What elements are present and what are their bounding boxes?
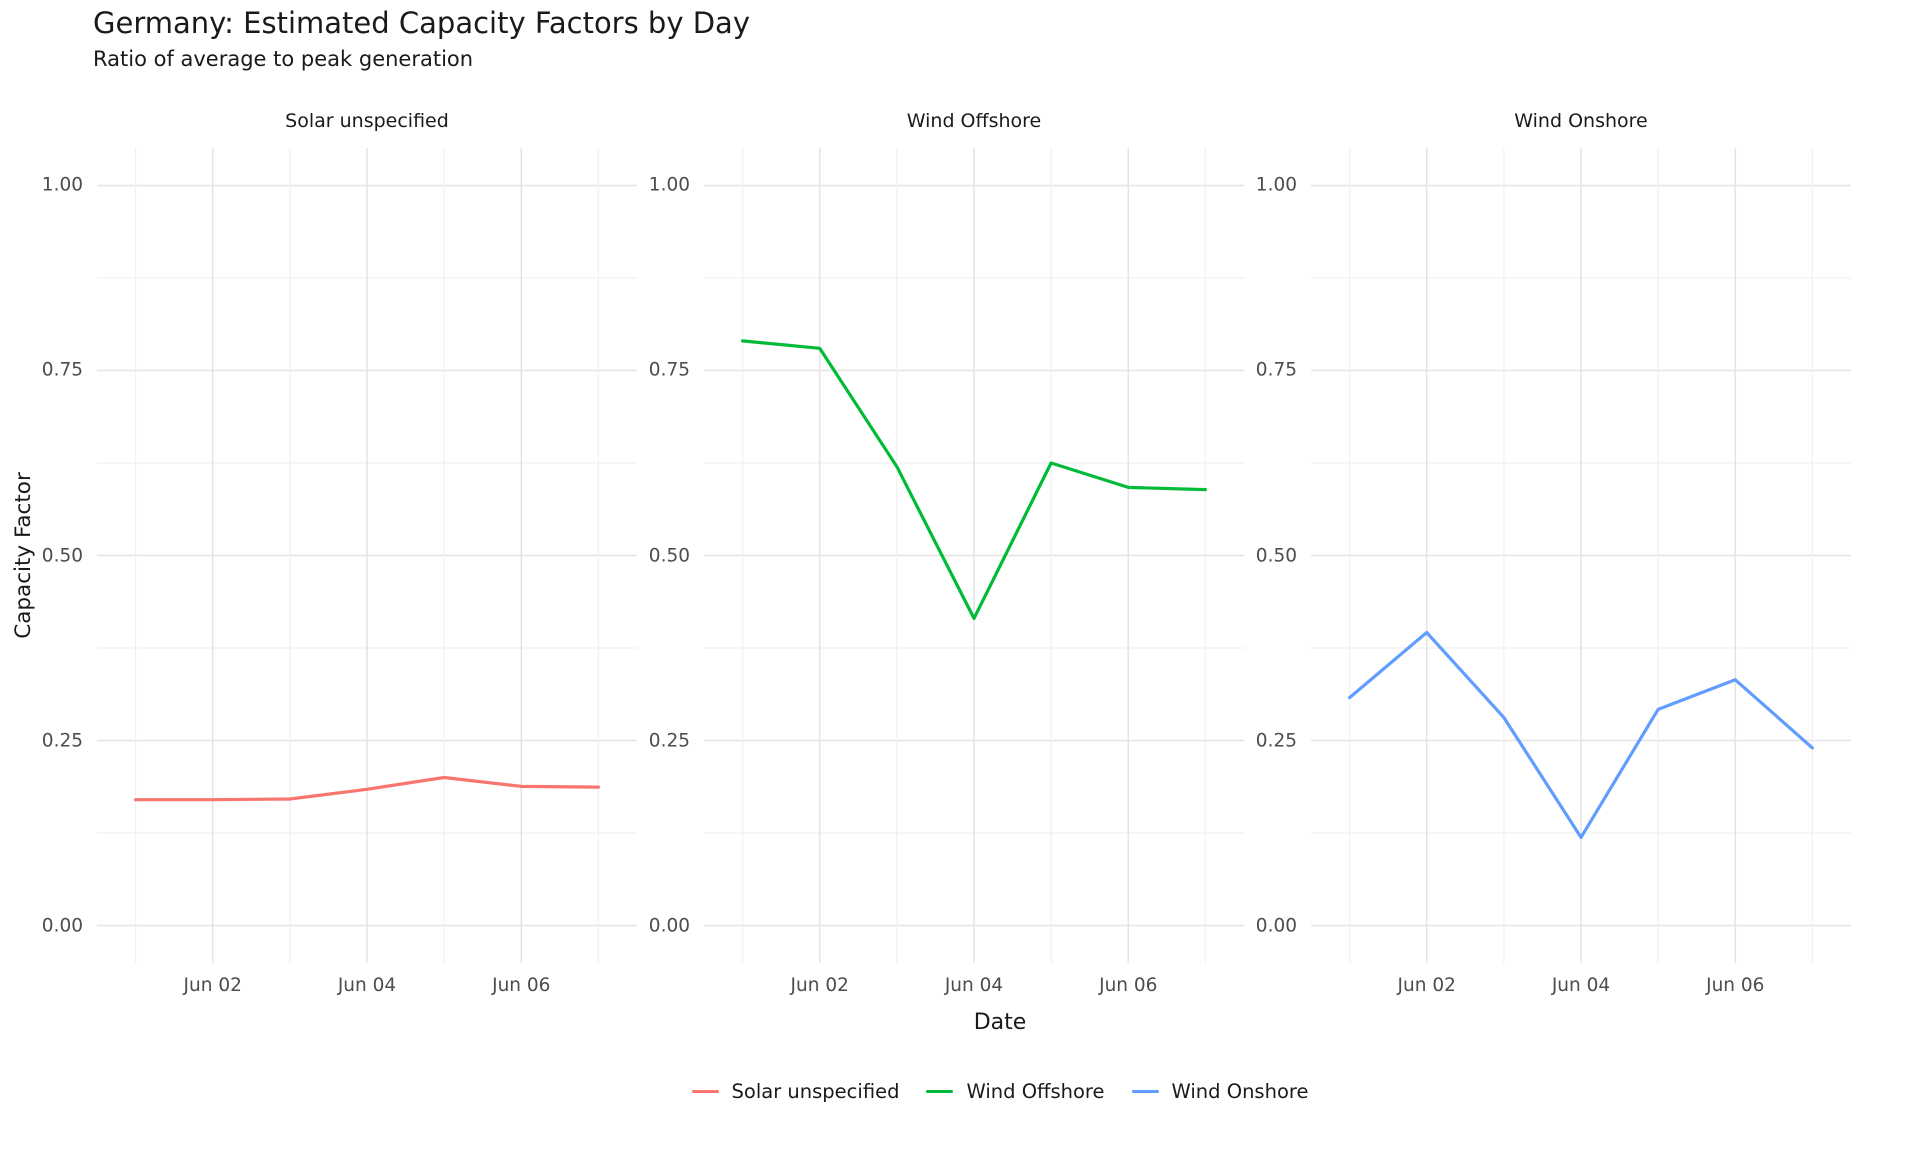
x-tick-label: Jun 06: [492, 975, 551, 996]
facet-panel-group: Wind Onshore 1.00 0.75 0.50 0.25 0.00 Jun 02 Ju…: [1244, 105, 1851, 1011]
data-line-wind-offshore: [740, 339, 1207, 620]
chart-subtitle: Ratio of average to peak generation: [93, 47, 474, 71]
x-tick-label: Jun 06: [1099, 975, 1158, 996]
x-tick-label: Jun 04: [944, 975, 1004, 996]
y-tick-label: 0.75: [41, 359, 83, 381]
x-tick-label: Jun 02: [1397, 975, 1456, 996]
data-line-wind-onshore: [1347, 630, 1814, 840]
y-tick-label: 0.00: [648, 915, 690, 936]
legend-line-swatch: [1131, 1089, 1159, 1094]
legend-line-swatch: [691, 1089, 719, 1094]
y-tick-label: 1.00: [1255, 174, 1297, 196]
x-axis-labels: Jun 02 Jun 04 Jun 06: [704, 963, 1244, 1011]
y-tick-label: 0.00: [41, 915, 83, 936]
facet-panel-group: Wind Offshore 1.00 0.75 0.50 0.25 0.00 Jun 02 J…: [637, 105, 1244, 1011]
y-tick-label: 0.75: [648, 359, 690, 381]
data-line-solar-unspecified: [133, 775, 600, 802]
facet-plot: [97, 148, 637, 963]
facet-title: Wind Onshore: [1514, 110, 1648, 132]
legend-item: Solar unspecified: [691, 1080, 900, 1103]
y-tick-label: 0.00: [1255, 915, 1297, 936]
y-tick-label: 0.50: [648, 545, 690, 566]
legend-item: Wind Offshore: [926, 1080, 1105, 1103]
y-tick-label: 0.25: [648, 730, 690, 751]
x-tick-label: Jun 02: [790, 975, 849, 996]
legend-item: Wind Onshore: [1131, 1080, 1309, 1103]
facet-plot: [704, 148, 1244, 963]
y-tick-label: 0.50: [41, 545, 83, 566]
legend-label: Wind Onshore: [1171, 1080, 1309, 1103]
x-axis-title: Date: [973, 1010, 1027, 1035]
x-axis-labels: Jun 02 Jun 04 Jun 06: [97, 963, 637, 1011]
y-tick-label: 0.50: [1255, 545, 1297, 566]
x-tick-label: Jun 04: [1551, 975, 1611, 996]
chart-title: Germany: Estimated Capacity Factors by D…: [93, 6, 750, 40]
y-axis-labels: 1.00 0.75 0.50 0.25 0.00: [30, 148, 97, 963]
y-tick-label: 1.00: [648, 174, 690, 196]
y-axis-labels: 1.00 0.75 0.50 0.25 0.00: [1244, 148, 1311, 963]
y-tick-label: 0.25: [41, 730, 83, 751]
legend-label: Solar unspecified: [731, 1080, 900, 1103]
y-tick-label: 0.75: [1255, 359, 1297, 381]
facet-title: Solar unspecified: [285, 110, 449, 132]
y-tick-label: 1.00: [41, 174, 83, 196]
facet-panel-group: Solar unspecified 1.00 0.75 0.50 0.25 0.00 Jun…: [30, 105, 637, 1011]
facet-plot: [1311, 148, 1851, 963]
x-axis-labels: Jun 02 Jun 04 Jun 06: [1311, 963, 1851, 1011]
legend-label: Wind Offshore: [966, 1080, 1105, 1103]
x-tick-label: Jun 06: [1706, 975, 1765, 996]
panels-row: Solar unspecified 1.00 0.75 0.50 0.25 0.00 Jun…: [30, 105, 1851, 1011]
y-axis-labels: 1.00 0.75 0.50 0.25 0.00: [637, 148, 704, 963]
x-tick-label: Jun 02: [183, 975, 242, 996]
y-tick-label: 0.25: [1255, 730, 1297, 751]
x-tick-label: Jun 04: [337, 975, 397, 996]
facet-title: Wind Offshore: [906, 110, 1042, 132]
legend: Solar unspecified Wind Offshore Wind Onsho…: [0, 1080, 1920, 1103]
legend-line-swatch: [926, 1089, 954, 1094]
